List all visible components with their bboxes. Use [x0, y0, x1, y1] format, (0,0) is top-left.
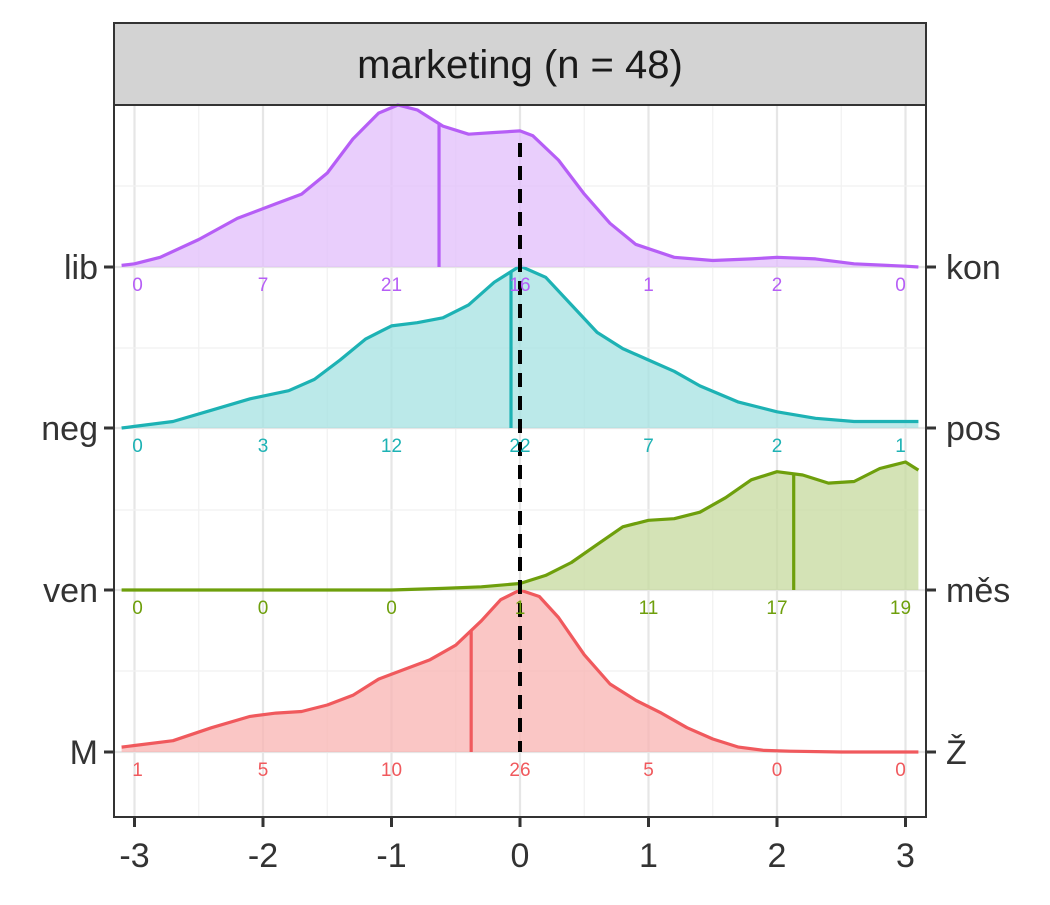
- x-tick-label: -2: [248, 837, 278, 875]
- count-label: 0: [258, 598, 269, 619]
- x-tick-label: 0: [511, 837, 530, 875]
- count-label: 26: [509, 760, 530, 781]
- count-label: 7: [258, 275, 269, 296]
- count-label: 16: [509, 275, 530, 296]
- count-label: 0: [132, 436, 143, 457]
- density-series: [121, 103, 920, 754]
- count-label: 0: [772, 760, 783, 781]
- count-label: 10: [381, 760, 402, 781]
- count-label: 1: [132, 760, 143, 781]
- x-tick-label: 3: [896, 837, 915, 875]
- count-label: 0: [386, 598, 397, 619]
- facet-title: marketing (n = 48): [357, 43, 683, 87]
- count-label: 5: [643, 760, 654, 781]
- y-label-right: kon: [946, 249, 1001, 287]
- count-label: 7: [643, 436, 654, 457]
- density-line: [121, 264, 919, 430]
- count-label: 2: [772, 436, 783, 457]
- count-label: 19: [890, 598, 911, 619]
- count-label: 0: [895, 275, 906, 296]
- count-label: 22: [509, 436, 530, 457]
- count-label: 0: [132, 275, 143, 296]
- count-label: 5: [258, 760, 269, 781]
- x-tick-label: 1: [639, 837, 658, 875]
- count-label: 0: [132, 598, 143, 619]
- x-tick-label: -3: [119, 837, 149, 875]
- y-label-right: pos: [946, 410, 1001, 448]
- y-label-right: Ž: [946, 734, 967, 772]
- y-label-left: ven: [43, 572, 98, 610]
- count-label: 0: [895, 760, 906, 781]
- strip-background: [113, 22, 927, 106]
- density-line: [121, 460, 920, 592]
- x-tick-label: -1: [376, 837, 406, 875]
- density-area: [121, 266, 919, 428]
- count-label: 1: [895, 436, 906, 457]
- y-label-left: neg: [41, 410, 98, 448]
- density-line: [121, 103, 919, 269]
- count-label: 21: [381, 275, 402, 296]
- count-label: 1: [643, 275, 654, 296]
- count-label: 12: [381, 436, 402, 457]
- y-label-left: M: [70, 734, 98, 772]
- density-area: [121, 590, 919, 752]
- density-line: [121, 588, 919, 754]
- count-label: 3: [258, 436, 269, 457]
- count-labels: 1 5 10 26 5 0 00 0 0 1 11 17 190 3 12 22 7 2 10 7 21 16 1 2 0: [132, 275, 911, 781]
- count-label: 2: [772, 275, 783, 296]
- y-label-right: měs: [946, 572, 1010, 610]
- y-label-left: lib: [64, 249, 98, 287]
- density-area: [121, 105, 919, 267]
- count-label: 17: [766, 598, 787, 619]
- x-tick-label: 2: [768, 837, 787, 875]
- count-label: 1: [515, 598, 526, 619]
- density-area: [121, 462, 919, 590]
- count-label: 11: [639, 598, 659, 619]
